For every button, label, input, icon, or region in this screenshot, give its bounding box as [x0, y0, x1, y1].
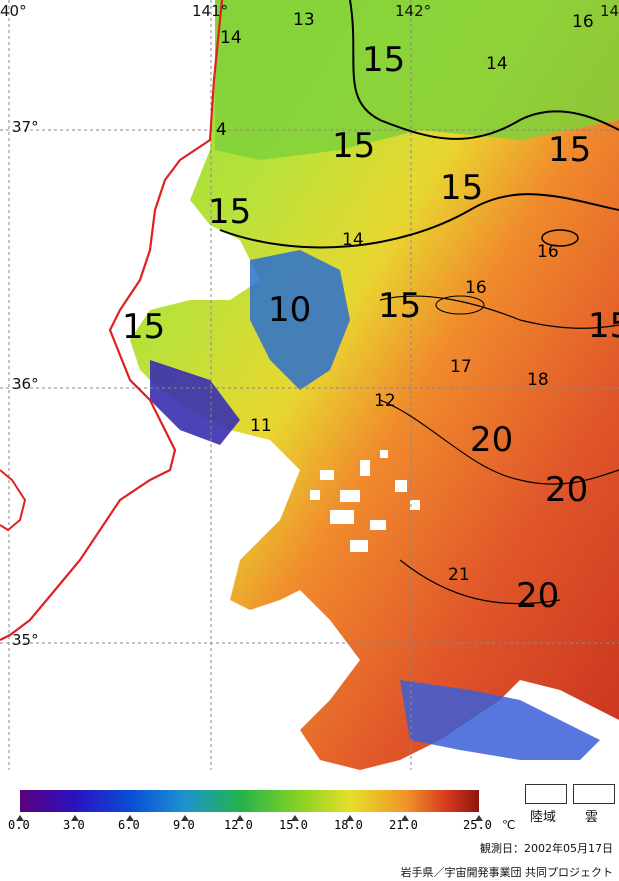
isotherm-label: 4 — [216, 120, 227, 140]
isotherm-label: 18 — [527, 370, 549, 390]
isotherm-label: 16 — [572, 12, 594, 32]
isotherm-label: 15 — [362, 40, 406, 80]
scale-tick-label: 15.0 — [279, 818, 308, 832]
scale-tick-label: 6.0 — [118, 818, 140, 832]
isotherm-label: 11 — [250, 416, 272, 436]
latitude-label-35: 35° — [12, 631, 39, 649]
scale-tick — [401, 815, 409, 821]
isotherm-label: 15 — [548, 130, 592, 170]
scale-tick — [475, 815, 483, 821]
scale-tick — [126, 815, 134, 821]
scale-tick — [16, 815, 24, 821]
scale-unit-label: ℃ — [502, 818, 516, 832]
cloud-key-swatch — [573, 784, 615, 804]
sea-surface-temperature-map — [0, 0, 619, 770]
isotherm-label: 14 — [486, 54, 508, 74]
isotherm-label: 16 — [465, 278, 487, 298]
isotherm-label: 15 — [332, 126, 376, 166]
land-key-label: 陸域 — [530, 810, 557, 825]
isotherm-label: 15 — [440, 168, 484, 208]
isotherm-label: 12 — [374, 391, 396, 411]
isotherm-label: 10 — [268, 290, 312, 330]
isotherm-label: 14 — [342, 230, 364, 250]
scale-tick — [71, 815, 79, 821]
scale-tick-label: 3.0 — [63, 818, 85, 832]
scale-tick — [236, 815, 244, 821]
land-key-swatch — [525, 784, 567, 804]
scale-tick — [181, 815, 189, 821]
scale-tick — [346, 815, 354, 821]
cold-water-patch-south — [150, 360, 240, 445]
scale-tick — [291, 815, 299, 821]
observation-date: 観測日：2002年05月17日 — [480, 842, 613, 855]
sst-field — [130, 0, 619, 770]
isotherm-label: 14 — [220, 28, 242, 48]
longitude-label-143: 14 — [600, 2, 619, 20]
coastline — [0, 0, 224, 641]
longitude-label-142: 142° — [395, 2, 432, 20]
longitude-label-141: 141° — [192, 2, 229, 20]
cloud-patches — [310, 450, 420, 552]
scale-tick-label: 21.0 — [389, 818, 418, 832]
scale-tick-label: 0.0 — [8, 818, 30, 832]
scale-tick-label: 18.0 — [334, 818, 363, 832]
cloud-key-label: 雲 — [585, 810, 599, 825]
project-credit: 岩手県／宇宙開発事業団 共同プロジェクト — [400, 866, 614, 879]
isotherm-label: 15 — [378, 286, 422, 326]
temperature-color-scale — [20, 790, 479, 812]
isotherm-label: 13 — [293, 10, 315, 30]
isotherm-label: 20 — [545, 470, 589, 510]
latitude-label-36: 36° — [12, 375, 39, 393]
isotherm-contours — [219, 0, 619, 605]
isotherm-label: 15 — [588, 306, 619, 346]
cold-water-patch — [250, 250, 350, 390]
isotherm-label: 21 — [448, 565, 470, 585]
scale-tick-label: 12.0 — [224, 818, 253, 832]
isotherm-label: 20 — [470, 420, 514, 460]
longitude-label-140: 40° — [0, 2, 27, 20]
isotherm-label: 15 — [208, 192, 252, 232]
isotherm-label: 20 — [516, 576, 560, 616]
isotherm-label: 16 — [537, 242, 559, 262]
scale-tick-label: 9.0 — [173, 818, 195, 832]
scale-tick-label: 25.0 — [463, 818, 492, 832]
latitude-label-37: 37° — [12, 118, 39, 136]
isotherm-label: 17 — [450, 357, 472, 377]
isotherm-label: 15 — [122, 307, 166, 347]
coastline-inlet — [0, 469, 27, 532]
cold-water-patch-southeast — [400, 680, 600, 760]
cool-water-north — [215, 0, 619, 160]
